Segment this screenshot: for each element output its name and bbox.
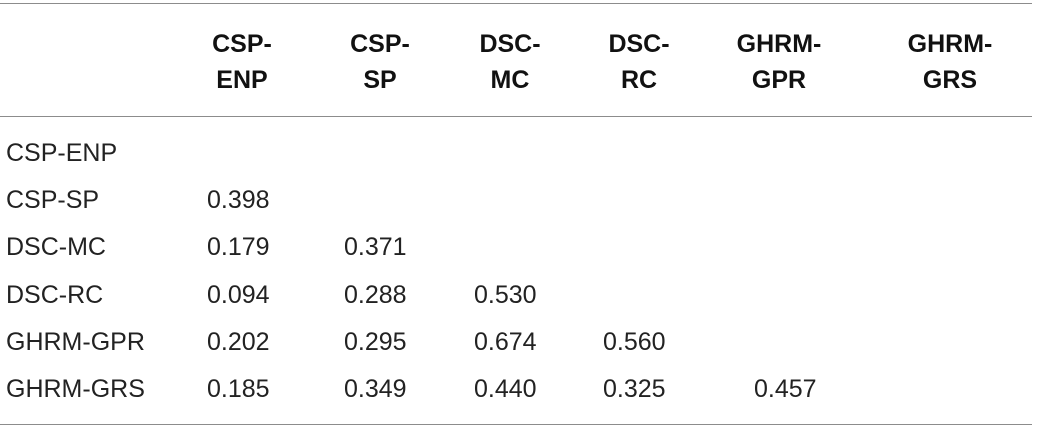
row-label: DSC-MC <box>6 233 106 261</box>
table-bottom-rule <box>0 424 1032 425</box>
table-cell: 0.094 <box>207 281 270 309</box>
table-cell: 0.440 <box>474 375 537 403</box>
table-cell: 0.202 <box>207 328 270 356</box>
row-label: GHRM-GPR <box>6 328 145 356</box>
table-cell: 0.179 <box>207 233 270 261</box>
table-cell: 0.295 <box>344 328 407 356</box>
table-cell: 0.457 <box>754 375 817 403</box>
row-label: CSP-ENP <box>6 139 118 167</box>
table-cell: 0.288 <box>344 281 407 309</box>
table-top-rule <box>0 3 1032 4</box>
table-cell: 0.325 <box>603 375 666 403</box>
table-cell: 0.398 <box>207 186 270 214</box>
row-label: CSP-SP <box>6 186 100 214</box>
column-header-csp-enp: CSP- ENP <box>212 30 272 94</box>
header-separator-rule <box>0 116 1032 117</box>
table-cell: 0.371 <box>344 233 407 261</box>
table-cell: 0.560 <box>603 328 666 356</box>
table-cell: 0.185 <box>207 375 270 403</box>
table-cell: 0.674 <box>474 328 537 356</box>
column-header-csp-sp: CSP- SP <box>350 30 410 94</box>
row-label: GHRM-GRS <box>6 375 145 403</box>
column-header-dsc-rc: DSC- RC <box>608 30 670 94</box>
row-label: DSC-RC <box>6 281 104 309</box>
table-cell: 0.530 <box>474 281 537 309</box>
column-header-ghrm-grs: GHRM- GRS <box>907 30 993 94</box>
column-header-dsc-mc: DSC- MC <box>479 30 541 94</box>
table-cell: 0.349 <box>344 375 407 403</box>
column-header-ghrm-gpr: GHRM- GPR <box>736 30 822 94</box>
